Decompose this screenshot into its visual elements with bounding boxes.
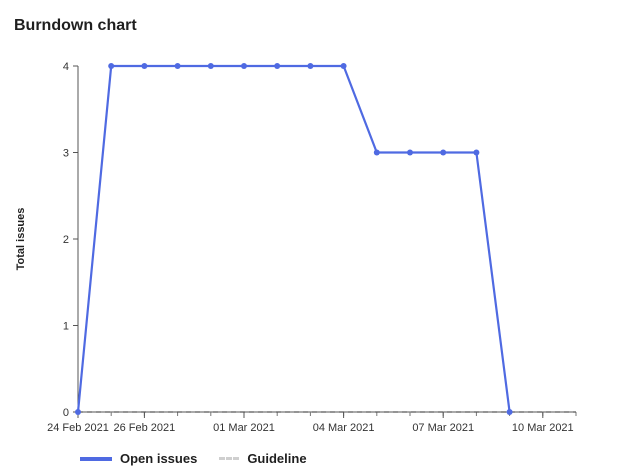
legend-label-guideline: Guideline [247, 451, 307, 466]
y-tick-label: 1 [63, 321, 69, 333]
open-issues-point [141, 63, 148, 69]
guideline-swatch [219, 457, 240, 460]
open-issues-point [108, 63, 115, 69]
y-tick-label: 2 [63, 234, 69, 246]
open-issues-point [440, 149, 447, 156]
x-tick-label: 26 Feb 2021 [114, 422, 176, 434]
open-issues-point [174, 63, 181, 69]
open-issues-point [473, 149, 480, 156]
chart-title: Burndown chart [14, 17, 137, 34]
open-issues-point [75, 409, 81, 415]
open-issues-point [274, 63, 281, 69]
chart-legend: Open issues Guideline [80, 451, 307, 466]
legend-item-guideline[interactable]: Guideline [219, 451, 307, 466]
open-issues-point [207, 63, 214, 69]
open-issues-point [373, 149, 380, 156]
y-tick-label: 0 [63, 407, 69, 419]
x-tick-label: 24 Feb 2021 [47, 422, 109, 434]
legend-label-open-issues: Open issues [120, 451, 198, 466]
x-tick-label: 10 Mar 2021 [512, 422, 574, 434]
open-issues-point [506, 409, 513, 415]
x-tick-label: 01 Mar 2021 [213, 422, 275, 434]
open-issues-swatch [80, 456, 112, 461]
legend-item-open-issues[interactable]: Open issues [80, 451, 197, 466]
y-tick-label: 4 [63, 61, 69, 73]
open-issues-line [76, 64, 511, 413]
y-tick-label: 3 [63, 148, 69, 160]
y-axis-label: Total issues [15, 208, 27, 271]
open-issues-point [307, 63, 314, 69]
open-issues-point [241, 63, 247, 69]
open-issues-point [407, 149, 413, 156]
open-issues-point [340, 63, 347, 69]
x-tick-label: 07 Mar 2021 [412, 422, 474, 434]
x-tick-label: 04 Mar 2021 [313, 422, 375, 434]
